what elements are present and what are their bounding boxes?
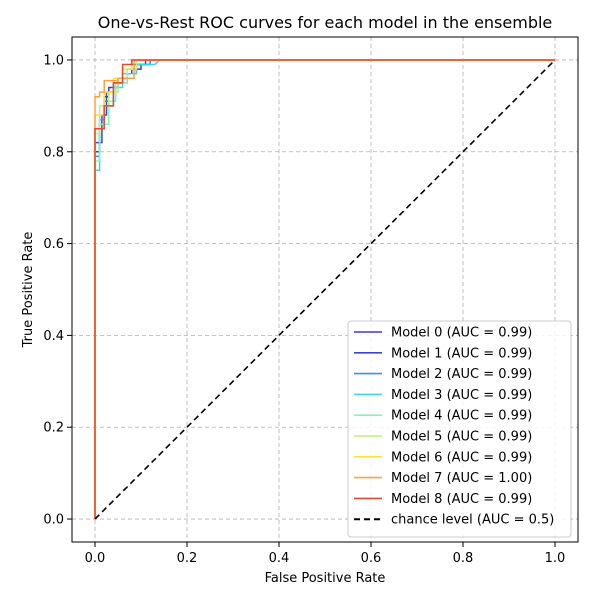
y-tick-label: 0.0	[43, 513, 64, 528]
legend-box	[347, 320, 572, 538]
legend-label: chance level (AUC = 0.5)	[391, 513, 554, 528]
y-tick-label: 0.8	[43, 145, 64, 160]
roc-curve-model-5	[94, 59, 555, 519]
x-tick-label: 0.0	[85, 551, 106, 566]
legend-label: Model 0 (AUC = 0.99)	[391, 326, 532, 341]
legend-label: Model 4 (AUC = 0.99)	[391, 409, 532, 424]
chart-title: One-vs-Rest ROC curves for each model in…	[98, 13, 553, 32]
roc-curve-model-6	[94, 59, 555, 519]
legend-label: Model 7 (AUC = 1.00)	[391, 471, 532, 486]
x-tick-label: 0.8	[453, 551, 474, 566]
x-axis-label: False Positive Rate	[265, 571, 386, 586]
x-tick-label: 0.4	[269, 551, 290, 566]
y-tick-label: 0.4	[43, 329, 64, 344]
chance-level-line	[94, 59, 556, 520]
y-tick-label: 1.0	[43, 53, 64, 68]
legend-label: Model 5 (AUC = 0.99)	[391, 430, 532, 445]
y-tick-label: 0.6	[43, 237, 64, 252]
y-axis-label: True Positive Rate	[21, 232, 36, 349]
legend-label: Model 3 (AUC = 0.99)	[391, 388, 532, 403]
legend-label: Model 1 (AUC = 0.99)	[391, 346, 532, 361]
roc-curve-model-7	[94, 59, 555, 519]
plot-frame	[71, 36, 579, 543]
legend-label: Model 8 (AUC = 0.99)	[391, 492, 532, 507]
legend-label: Model 2 (AUC = 0.99)	[391, 367, 532, 382]
legend-label: Model 6 (AUC = 0.99)	[391, 450, 532, 465]
roc-curve-model-8	[94, 59, 555, 519]
x-tick-label: 0.2	[177, 551, 198, 566]
x-tick-label: 0.6	[361, 551, 382, 566]
legend: Model 0 (AUC = 0.99) Model 1 (AUC = 0.99)…	[347, 320, 572, 538]
axis-ticks: 0.0 0.2 0.4 0.6 0.8 1.0 0.0 0.2 0.4 0.6 0.8 1.0	[43, 53, 565, 566]
series-layer	[94, 59, 556, 520]
y-tick-label: 0.2	[43, 421, 64, 436]
x-tick-label: 1.0	[545, 551, 566, 566]
